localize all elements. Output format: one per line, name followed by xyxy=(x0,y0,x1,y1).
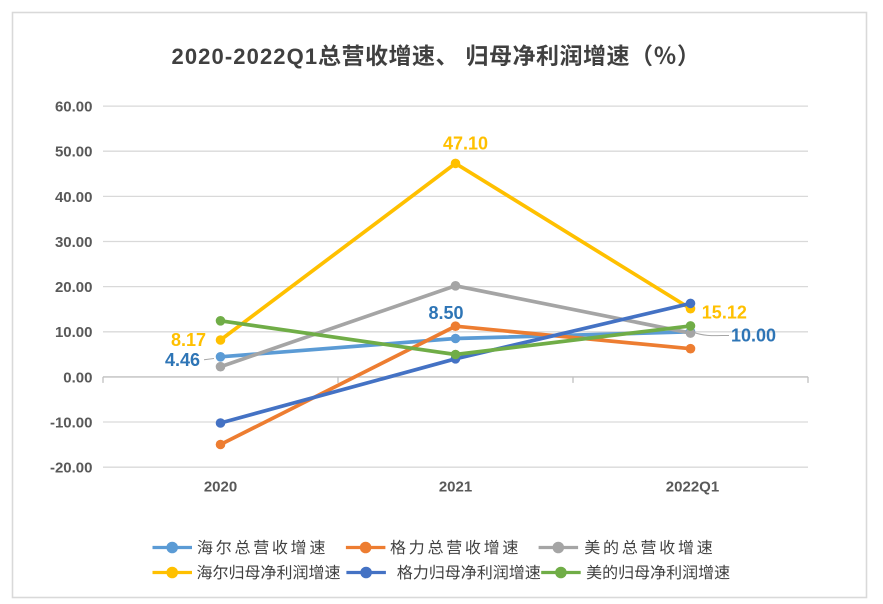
svg-text:8.50: 8.50 xyxy=(428,303,463,323)
svg-text:60.00: 60.00 xyxy=(55,99,93,116)
svg-text:15.12: 15.12 xyxy=(702,302,747,322)
svg-text:40.00: 40.00 xyxy=(55,189,93,206)
svg-text:-10.00: -10.00 xyxy=(50,414,93,431)
svg-text:10.00: 10.00 xyxy=(731,325,776,345)
svg-text:2020: 2020 xyxy=(204,479,237,496)
svg-text:8.17: 8.17 xyxy=(171,330,206,350)
svg-text:-20.00: -20.00 xyxy=(50,460,93,477)
svg-text:0.00: 0.00 xyxy=(63,369,92,386)
svg-text:2022Q1: 2022Q1 xyxy=(666,479,719,496)
svg-text:30.00: 30.00 xyxy=(55,234,93,251)
svg-text:47.10: 47.10 xyxy=(443,134,488,154)
svg-text:20.00: 20.00 xyxy=(55,279,93,296)
svg-text:2020-2022Q1: 2020-2022Q1 xyxy=(172,44,319,69)
svg-text:4.46: 4.46 xyxy=(165,350,200,370)
svg-text:10.00: 10.00 xyxy=(55,324,93,341)
svg-text:50.00: 50.00 xyxy=(55,144,93,161)
svg-text:2021: 2021 xyxy=(439,479,472,496)
